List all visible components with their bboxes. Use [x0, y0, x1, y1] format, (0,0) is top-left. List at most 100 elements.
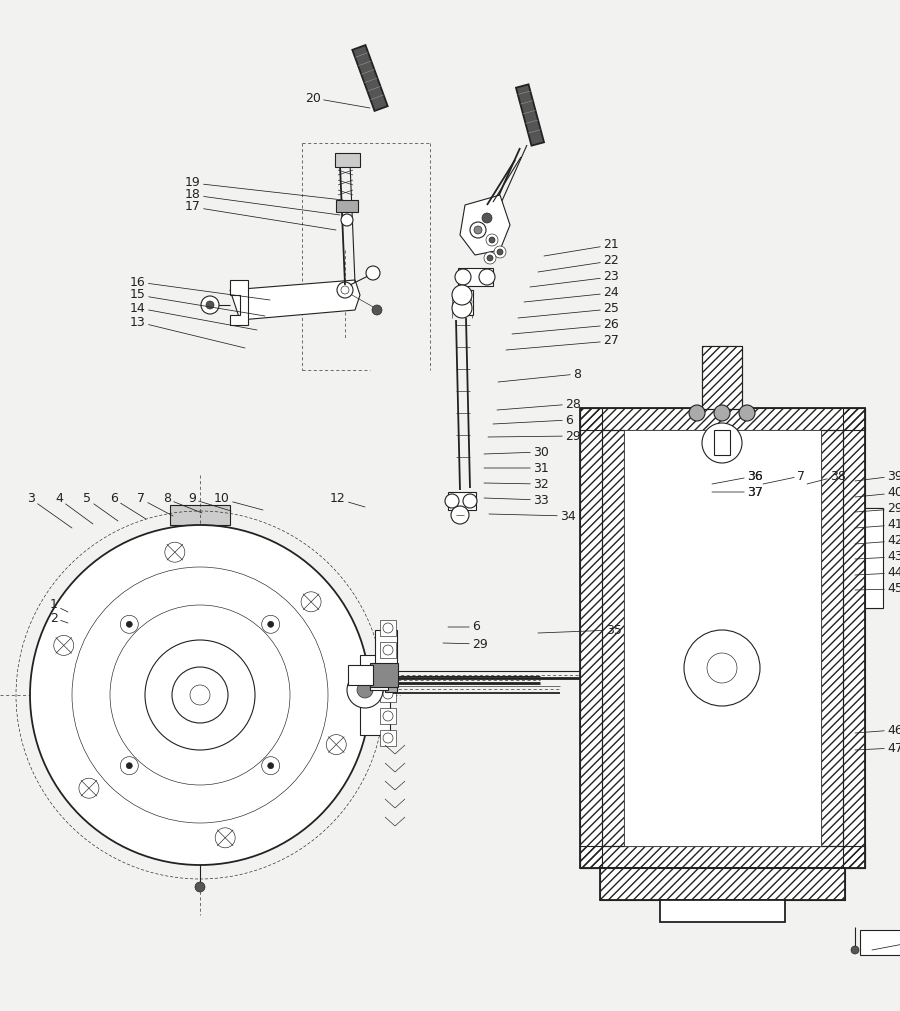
Circle shape	[337, 282, 353, 298]
Bar	[580, 408, 865, 868]
Bar	[370, 672, 388, 690]
Circle shape	[383, 623, 393, 633]
Polygon shape	[352, 45, 388, 111]
Bar	[714, 430, 730, 455]
Text: 29: 29	[443, 638, 488, 650]
Circle shape	[126, 622, 132, 627]
Text: 5: 5	[83, 492, 118, 521]
Text: 44: 44	[855, 566, 900, 579]
Circle shape	[383, 733, 393, 743]
Circle shape	[452, 298, 472, 318]
Text: 6: 6	[448, 621, 480, 634]
Text: 21: 21	[544, 239, 619, 256]
Circle shape	[383, 711, 393, 721]
Text: 2: 2	[50, 612, 68, 625]
Text: 8: 8	[498, 368, 581, 382]
Circle shape	[30, 525, 370, 865]
Circle shape	[327, 735, 346, 754]
Circle shape	[463, 494, 477, 508]
Circle shape	[79, 778, 99, 799]
Circle shape	[72, 567, 328, 823]
Bar	[336, 200, 358, 212]
Circle shape	[262, 616, 280, 633]
Bar	[360, 655, 390, 735]
Bar	[370, 663, 398, 687]
Text: 35: 35	[538, 624, 622, 637]
Text: 12: 12	[330, 492, 365, 507]
Circle shape	[383, 690, 393, 699]
Circle shape	[341, 214, 353, 226]
Polygon shape	[230, 280, 248, 325]
Circle shape	[110, 605, 290, 785]
Circle shape	[347, 672, 383, 708]
Text: 19: 19	[185, 177, 343, 200]
Circle shape	[497, 249, 503, 255]
Circle shape	[470, 222, 486, 238]
Text: 40: 40	[855, 486, 900, 499]
Text: 6: 6	[493, 413, 573, 427]
Bar	[380, 686, 396, 702]
Circle shape	[206, 301, 214, 309]
Bar	[380, 730, 396, 746]
Bar	[660, 900, 785, 922]
Text: 33: 33	[484, 493, 549, 507]
Circle shape	[302, 591, 321, 612]
Text: 27: 27	[506, 335, 619, 350]
Bar	[348, 665, 373, 685]
Circle shape	[54, 635, 74, 655]
Circle shape	[487, 255, 493, 261]
Text: 37: 37	[712, 485, 763, 498]
Text: 32: 32	[484, 477, 549, 490]
Circle shape	[445, 494, 459, 508]
Text: 43: 43	[855, 551, 900, 563]
Circle shape	[689, 405, 705, 421]
Text: 24: 24	[524, 286, 619, 302]
Text: 10: 10	[214, 492, 263, 510]
Circle shape	[357, 682, 373, 698]
Text: 34: 34	[489, 510, 576, 523]
Text: 37: 37	[747, 485, 763, 498]
Text: 29: 29	[855, 502, 900, 516]
Circle shape	[165, 542, 184, 562]
Circle shape	[851, 946, 859, 954]
Bar	[380, 620, 396, 636]
Text: 16: 16	[130, 276, 270, 300]
Circle shape	[172, 667, 228, 723]
Text: 38: 38	[807, 469, 846, 484]
Text: 30: 30	[484, 446, 549, 459]
Text: 41: 41	[855, 519, 900, 532]
Bar	[580, 408, 602, 868]
Circle shape	[462, 297, 472, 307]
Bar	[385, 670, 397, 692]
Circle shape	[366, 266, 380, 280]
Circle shape	[702, 423, 742, 463]
Circle shape	[479, 269, 495, 285]
Circle shape	[486, 234, 498, 246]
Text: 9: 9	[188, 492, 231, 511]
Bar	[461, 290, 473, 315]
Polygon shape	[516, 84, 544, 146]
Bar	[600, 868, 845, 900]
Text: 36: 36	[712, 469, 763, 484]
Bar	[580, 846, 865, 868]
Circle shape	[739, 405, 755, 421]
Text: 31: 31	[484, 461, 549, 474]
Text: 18: 18	[185, 188, 340, 215]
Circle shape	[489, 237, 495, 243]
Text: 29: 29	[488, 430, 580, 443]
Bar	[600, 868, 845, 900]
Bar	[170, 506, 230, 525]
Circle shape	[484, 252, 496, 264]
Circle shape	[267, 622, 274, 627]
Circle shape	[201, 296, 219, 314]
Bar	[821, 430, 843, 846]
Text: 20: 20	[305, 92, 370, 108]
Circle shape	[215, 828, 235, 848]
Text: 6: 6	[110, 492, 146, 519]
Circle shape	[383, 645, 393, 655]
Bar	[380, 642, 396, 658]
Polygon shape	[230, 280, 360, 320]
Circle shape	[474, 226, 482, 234]
Bar	[702, 346, 742, 409]
Bar	[335, 153, 360, 167]
